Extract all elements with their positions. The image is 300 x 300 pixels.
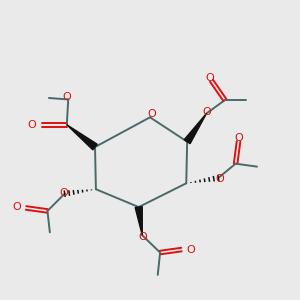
Text: O: O xyxy=(206,73,214,83)
Polygon shape xyxy=(135,207,142,235)
Text: O: O xyxy=(215,173,224,184)
Text: O: O xyxy=(187,244,196,255)
Text: O: O xyxy=(62,92,71,102)
Polygon shape xyxy=(67,125,97,150)
Text: O: O xyxy=(60,188,68,198)
Text: O: O xyxy=(139,232,147,242)
Polygon shape xyxy=(184,113,206,144)
Text: O: O xyxy=(234,134,243,143)
Text: O: O xyxy=(147,109,156,119)
Text: O: O xyxy=(203,107,212,117)
Text: O: O xyxy=(27,120,36,130)
Text: O: O xyxy=(12,202,21,212)
